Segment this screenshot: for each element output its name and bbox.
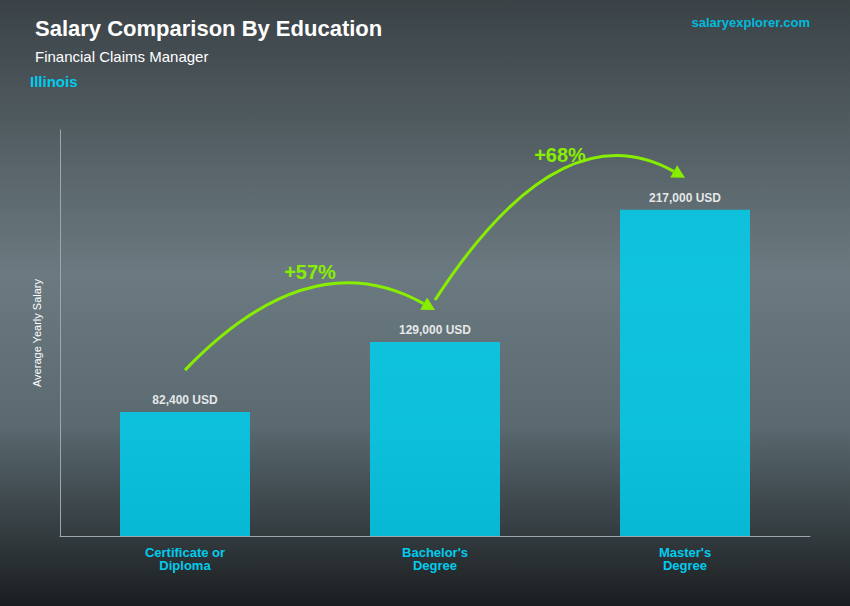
svg-text:Salary Comparison By Education: Salary Comparison By Education [35,16,382,41]
svg-text:+57%: +57% [284,261,336,283]
svg-text:217,000 USD: 217,000 USD [649,191,721,205]
svg-text:Illinois: Illinois [30,73,78,90]
svg-text:Bachelor's: Bachelor's [402,545,468,560]
svg-text:salaryexplorer.com: salaryexplorer.com [691,15,810,30]
svg-text:Average Yearly Salary: Average Yearly Salary [31,278,43,387]
svg-text:Diploma: Diploma [159,558,211,573]
svg-text:Master's: Master's [658,545,712,560]
svg-text:Degree: Degree [413,558,457,573]
svg-text:Financial Claims Manager: Financial Claims Manager [35,48,208,65]
svg-text:82,400 USD: 82,400 USD [152,393,218,407]
svg-text:Certificate or: Certificate or [144,545,226,560]
svg-text:129,000 USD: 129,000 USD [399,323,471,337]
svg-text:Degree: Degree [663,558,707,573]
svg-text:+68%: +68% [534,144,586,166]
